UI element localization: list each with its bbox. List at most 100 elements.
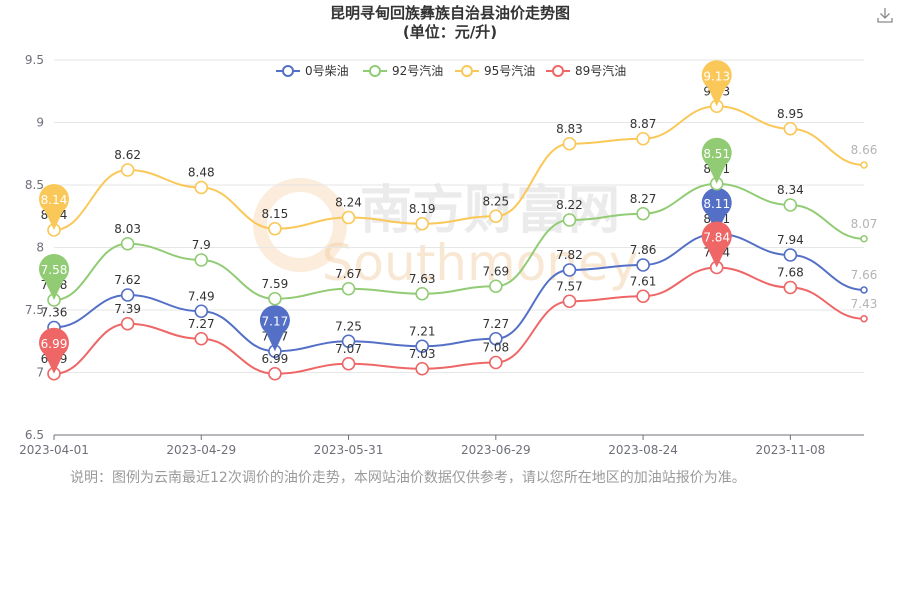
data-label: 8.03 (114, 222, 141, 236)
chart-main-title: 昆明寻甸回族彝族自治县油价走势图 (329, 4, 570, 22)
data-label: 7.82 (556, 248, 583, 262)
data-point[interactable] (860, 161, 868, 169)
data-label: 8.48 (188, 166, 215, 180)
data-label: 8.62 (114, 148, 141, 162)
legend-symbol (282, 65, 294, 77)
data-point[interactable] (341, 210, 356, 225)
legend-label: 95号汽油 (484, 63, 535, 78)
series-line (53, 266, 865, 375)
data-point[interactable] (415, 361, 429, 376)
data-label: 7.08 (482, 341, 509, 355)
data-label: 7.62 (114, 273, 141, 287)
legend-label: 0号柴油 (305, 64, 349, 78)
data-label: 8.15 (262, 207, 289, 221)
data-label: 7.25 (335, 319, 362, 333)
data-point[interactable] (268, 366, 282, 381)
data-point[interactable] (860, 234, 868, 243)
extreme-marker (39, 254, 70, 300)
data-point[interactable] (268, 221, 282, 236)
extreme-marker (39, 184, 70, 230)
legend-item-4[interactable]: 89号汽油 (546, 63, 626, 78)
data-point[interactable] (783, 280, 798, 295)
data-point[interactable] (783, 198, 798, 212)
data-label: 7.39 (114, 302, 141, 316)
chart-subtitle: (单位：元/升) (402, 23, 498, 41)
y-tick-label: 9.5 (25, 53, 44, 67)
extreme-marker-label: 8.51 (703, 147, 730, 161)
download-icon[interactable] (876, 6, 894, 24)
legend-item-1[interactable]: 0号柴油 (276, 64, 349, 78)
series-3: 8.14 8.62 8.48 8.15 8.24 8.19 8.25 8.83 8.87 9.13… (39, 60, 878, 237)
x-tick-label: 2023-04-29 (166, 443, 236, 457)
data-point[interactable] (636, 258, 650, 272)
data-point[interactable] (194, 304, 209, 319)
data-point[interactable] (415, 216, 429, 231)
data-label: 7.94 (777, 233, 804, 247)
data-label: 7.69 (482, 264, 509, 278)
x-tick-label: 2023-05-31 (314, 443, 384, 457)
legend[interactable]: 0号柴油 92号汽油 95号汽油 89号汽油 (276, 63, 626, 78)
data-point[interactable] (194, 331, 209, 346)
extreme-marker (39, 327, 70, 374)
extreme-marker-label: 9.13 (703, 69, 730, 83)
x-tick-label: 2023-06-29 (461, 443, 531, 457)
extreme-marker (701, 137, 732, 184)
data-label: 7.68 (777, 266, 804, 280)
data-label: 7.07 (335, 342, 362, 356)
data-label: 6.99 (262, 352, 289, 366)
data-point[interactable] (489, 279, 503, 294)
data-point[interactable] (860, 286, 868, 294)
data-label: 8.66 (851, 143, 878, 157)
data-point[interactable] (562, 213, 577, 227)
x-tick-label: 2023-08-24 (608, 443, 678, 457)
data-point[interactable] (194, 253, 209, 267)
data-point[interactable] (562, 263, 577, 277)
data-point[interactable] (489, 331, 503, 346)
extreme-marker (259, 305, 290, 352)
data-point[interactable] (120, 288, 135, 302)
extreme-marker-label: 7.58 (41, 263, 68, 277)
data-label: 7.86 (630, 243, 657, 257)
data-point[interactable] (120, 316, 135, 331)
data-point[interactable] (636, 206, 650, 221)
data-label: 8.25 (482, 194, 509, 208)
data-point[interactable] (415, 286, 429, 301)
data-point[interactable] (636, 289, 650, 304)
legend-item-2[interactable]: 92号汽油 (363, 63, 443, 78)
data-point[interactable] (636, 131, 650, 146)
data-point[interactable] (415, 339, 429, 354)
extreme-marker (701, 187, 732, 234)
data-point[interactable] (194, 180, 209, 195)
series-4: 6.99 7.39 7.27 6.99 7.07 7.03 7.08 7.57 7.61 7.84… (39, 221, 877, 381)
data-point[interactable] (120, 236, 135, 251)
data-point[interactable] (341, 356, 356, 371)
series-line (53, 232, 865, 353)
data-point[interactable] (341, 281, 356, 296)
data-label: 8.87 (630, 117, 657, 131)
data-label: 8.24 (335, 196, 362, 210)
data-point[interactable] (562, 294, 577, 309)
data-label: 8.19 (409, 202, 436, 216)
data-point[interactable] (562, 136, 577, 151)
extreme-marker-label: 6.99 (41, 337, 68, 351)
x-tick-label: 2023-04-01 (19, 443, 89, 457)
data-point[interactable] (489, 209, 503, 224)
data-point[interactable] (341, 334, 356, 349)
data-point[interactable] (120, 163, 135, 177)
data-label: 8.27 (630, 192, 657, 206)
data-point[interactable] (783, 121, 798, 136)
chart-title: 昆明寻甸回族彝族自治县油价走势图 (单位：元/升) (0, 4, 900, 42)
grid (54, 59, 864, 436)
data-point[interactable] (860, 314, 868, 323)
data-label: 7.36 (41, 306, 68, 320)
data-point[interactable] (783, 248, 798, 262)
chart-note: 说明：图例为云南最近12次调价的油价走势，本网站油价数据仅供参考，请以您所在地区… (70, 470, 746, 486)
data-label: 7.67 (335, 267, 362, 281)
data-point[interactable] (268, 291, 282, 306)
legend-item-3[interactable]: 95号汽油 (455, 63, 535, 78)
series-line (53, 182, 865, 301)
data-point[interactable] (489, 355, 503, 370)
